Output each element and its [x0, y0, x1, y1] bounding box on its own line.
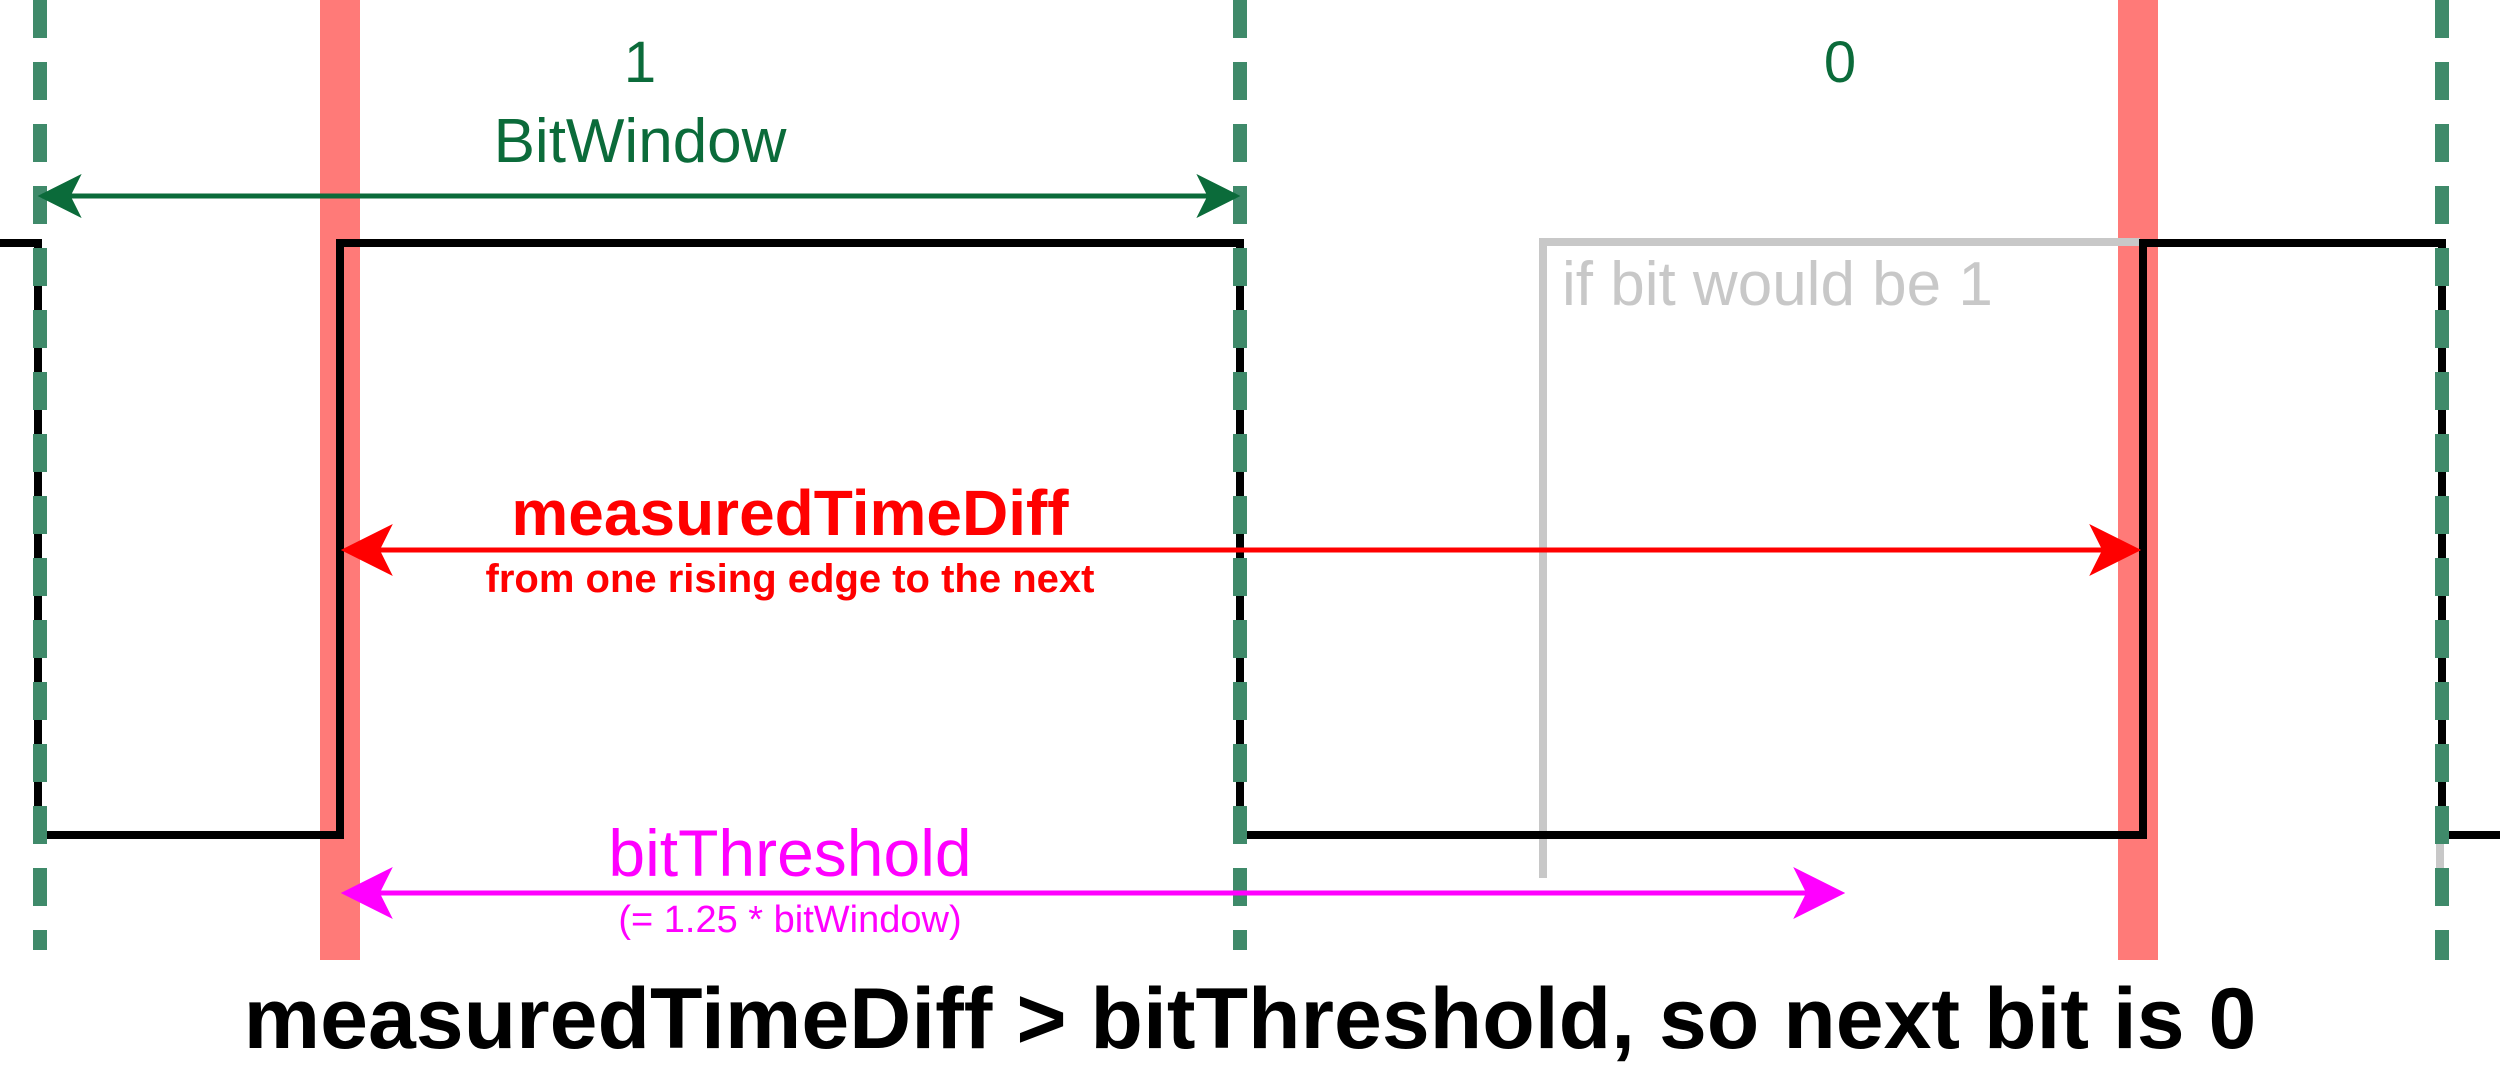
bit-threshold-sublabel: (= 1.25 * bitWindow) — [618, 899, 961, 941]
measured-time-diff-sublabel: from one rising edge to the next — [486, 557, 1095, 601]
bit-value-label-0: 0 — [1824, 30, 1856, 95]
alternate-trace — [1539, 238, 2140, 878]
bit-value-label-1: 1 — [624, 30, 656, 95]
rising-edge-band-2 — [2118, 0, 2158, 960]
measured-time-diff-label: measuredTimeDiff — [511, 477, 1069, 549]
conclusion-text: measuredTimeDiff > bitThreshold, so next… — [244, 971, 2257, 1067]
bit-threshold-label: bitThreshold — [608, 816, 971, 890]
alternate-trace-label: if bit would be 1 — [1562, 250, 1993, 319]
bit-window-label: BitWindow — [494, 107, 787, 176]
